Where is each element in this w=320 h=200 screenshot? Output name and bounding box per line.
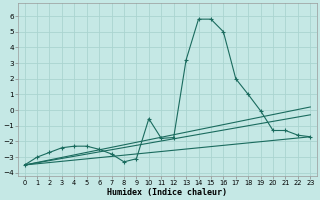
X-axis label: Humidex (Indice chaleur): Humidex (Indice chaleur) <box>108 188 228 197</box>
